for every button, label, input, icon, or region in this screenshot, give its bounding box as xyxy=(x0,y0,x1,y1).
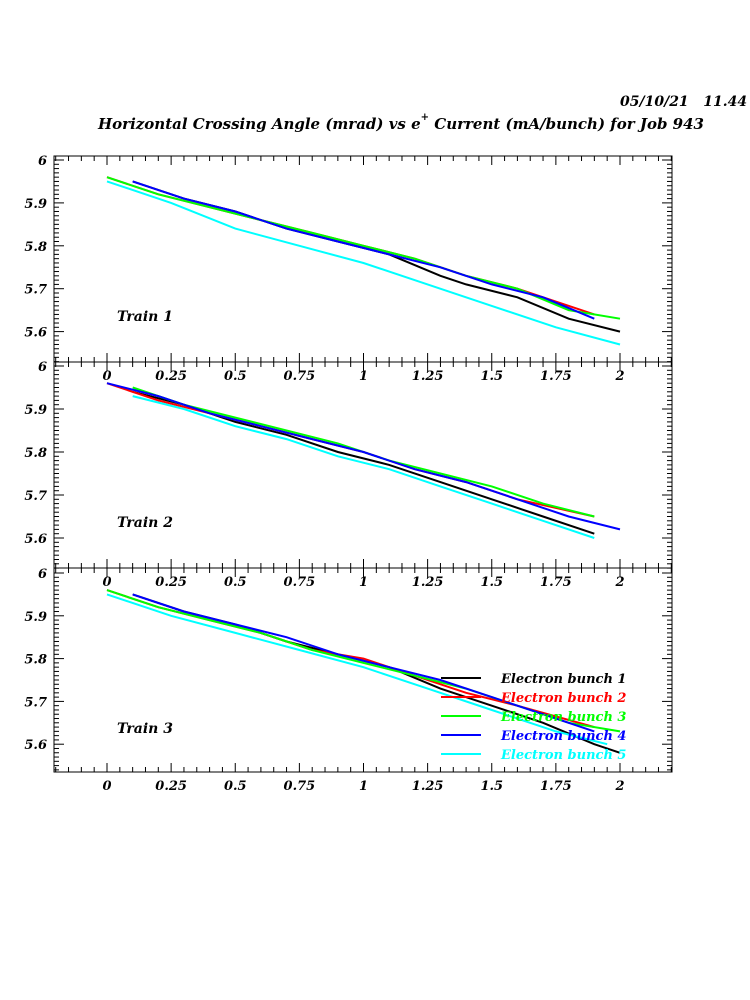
series-line xyxy=(106,180,621,346)
x-tick-label: 0.75 xyxy=(284,369,316,384)
legend-label: Electron bunch 1 xyxy=(500,672,626,687)
x-tick-label: 1.25 xyxy=(412,575,444,590)
y-tick-label: 5.7 xyxy=(24,283,47,298)
title-prefix: Horizontal Crossing Angle (mrad) vs e xyxy=(98,115,421,133)
x-tick-label: 0 xyxy=(102,779,111,794)
y-tick-label: 6 xyxy=(38,567,47,582)
y-tick-label: 5.9 xyxy=(24,403,47,418)
x-tick-label: 1 xyxy=(359,779,368,794)
x-tick-label: 0.25 xyxy=(155,575,187,590)
x-tick-label: 0.5 xyxy=(224,779,247,794)
x-tick-label: 0.75 xyxy=(284,575,316,590)
y-tick-label: 6 xyxy=(38,360,47,375)
x-tick-label: 2 xyxy=(614,369,624,384)
series-line xyxy=(106,382,621,531)
panel-label: Train 3 xyxy=(117,721,173,737)
x-tick-label: 2 xyxy=(614,779,624,794)
x-tick-label: 1.5 xyxy=(480,779,503,794)
legend-label: Electron bunch 4 xyxy=(500,729,626,744)
x-tick-label: 0 xyxy=(102,575,111,590)
y-tick-label: 5.6 xyxy=(24,326,47,341)
y-tick-label: 5.7 xyxy=(24,695,47,710)
x-tick-label: 1.75 xyxy=(540,369,572,384)
series-line xyxy=(106,593,608,746)
x-tick-label: 1.5 xyxy=(480,369,503,384)
timestamp: 05/10/21 11.44 xyxy=(620,94,748,110)
x-tick-label: 1.75 xyxy=(540,575,572,590)
y-tick-label: 5.7 xyxy=(24,489,47,504)
y-tick-label: 5.6 xyxy=(24,738,47,753)
panel-label: Train 1 xyxy=(117,309,173,325)
y-tick-label: 5.8 xyxy=(24,653,47,668)
legend-label: Electron bunch 3 xyxy=(500,710,626,725)
y-tick-label: 5.9 xyxy=(24,197,47,212)
x-tick-label: 0 xyxy=(102,369,111,384)
x-tick-label: 0.5 xyxy=(224,575,247,590)
panel-label: Train 2 xyxy=(117,515,173,531)
x-tick-label: 1.25 xyxy=(412,779,444,794)
legend-label: Electron bunch 2 xyxy=(500,691,626,706)
x-tick-label: 1.75 xyxy=(540,779,572,794)
series-line xyxy=(132,395,595,539)
title-superscript: + xyxy=(420,112,430,123)
y-tick-label: 5.6 xyxy=(24,532,47,547)
x-tick-label: 1.25 xyxy=(412,369,444,384)
series-line xyxy=(132,180,595,320)
x-tick-label: 1.5 xyxy=(480,575,503,590)
y-tick-label: 5.8 xyxy=(24,240,47,255)
y-tick-label: 5.8 xyxy=(24,446,47,461)
x-tick-label: 0.25 xyxy=(155,779,187,794)
x-tick-label: 0.5 xyxy=(224,369,247,384)
x-tick-label: 2 xyxy=(614,575,624,590)
x-tick-label: 0.75 xyxy=(284,779,316,794)
x-tick-label: 1 xyxy=(359,369,368,384)
y-tick-label: 5.9 xyxy=(24,610,47,625)
title-suffix: Current (mA/bunch) for Job 943 xyxy=(429,115,704,133)
x-tick-label: 1 xyxy=(359,575,368,590)
chart-title: Horizontal Crossing Angle (mrad) vs e+ C… xyxy=(98,112,704,133)
y-tick-label: 6 xyxy=(38,154,47,169)
series-line xyxy=(132,593,595,733)
legend-label: Electron bunch 5 xyxy=(500,748,626,763)
x-tick-label: 0.25 xyxy=(155,369,187,384)
